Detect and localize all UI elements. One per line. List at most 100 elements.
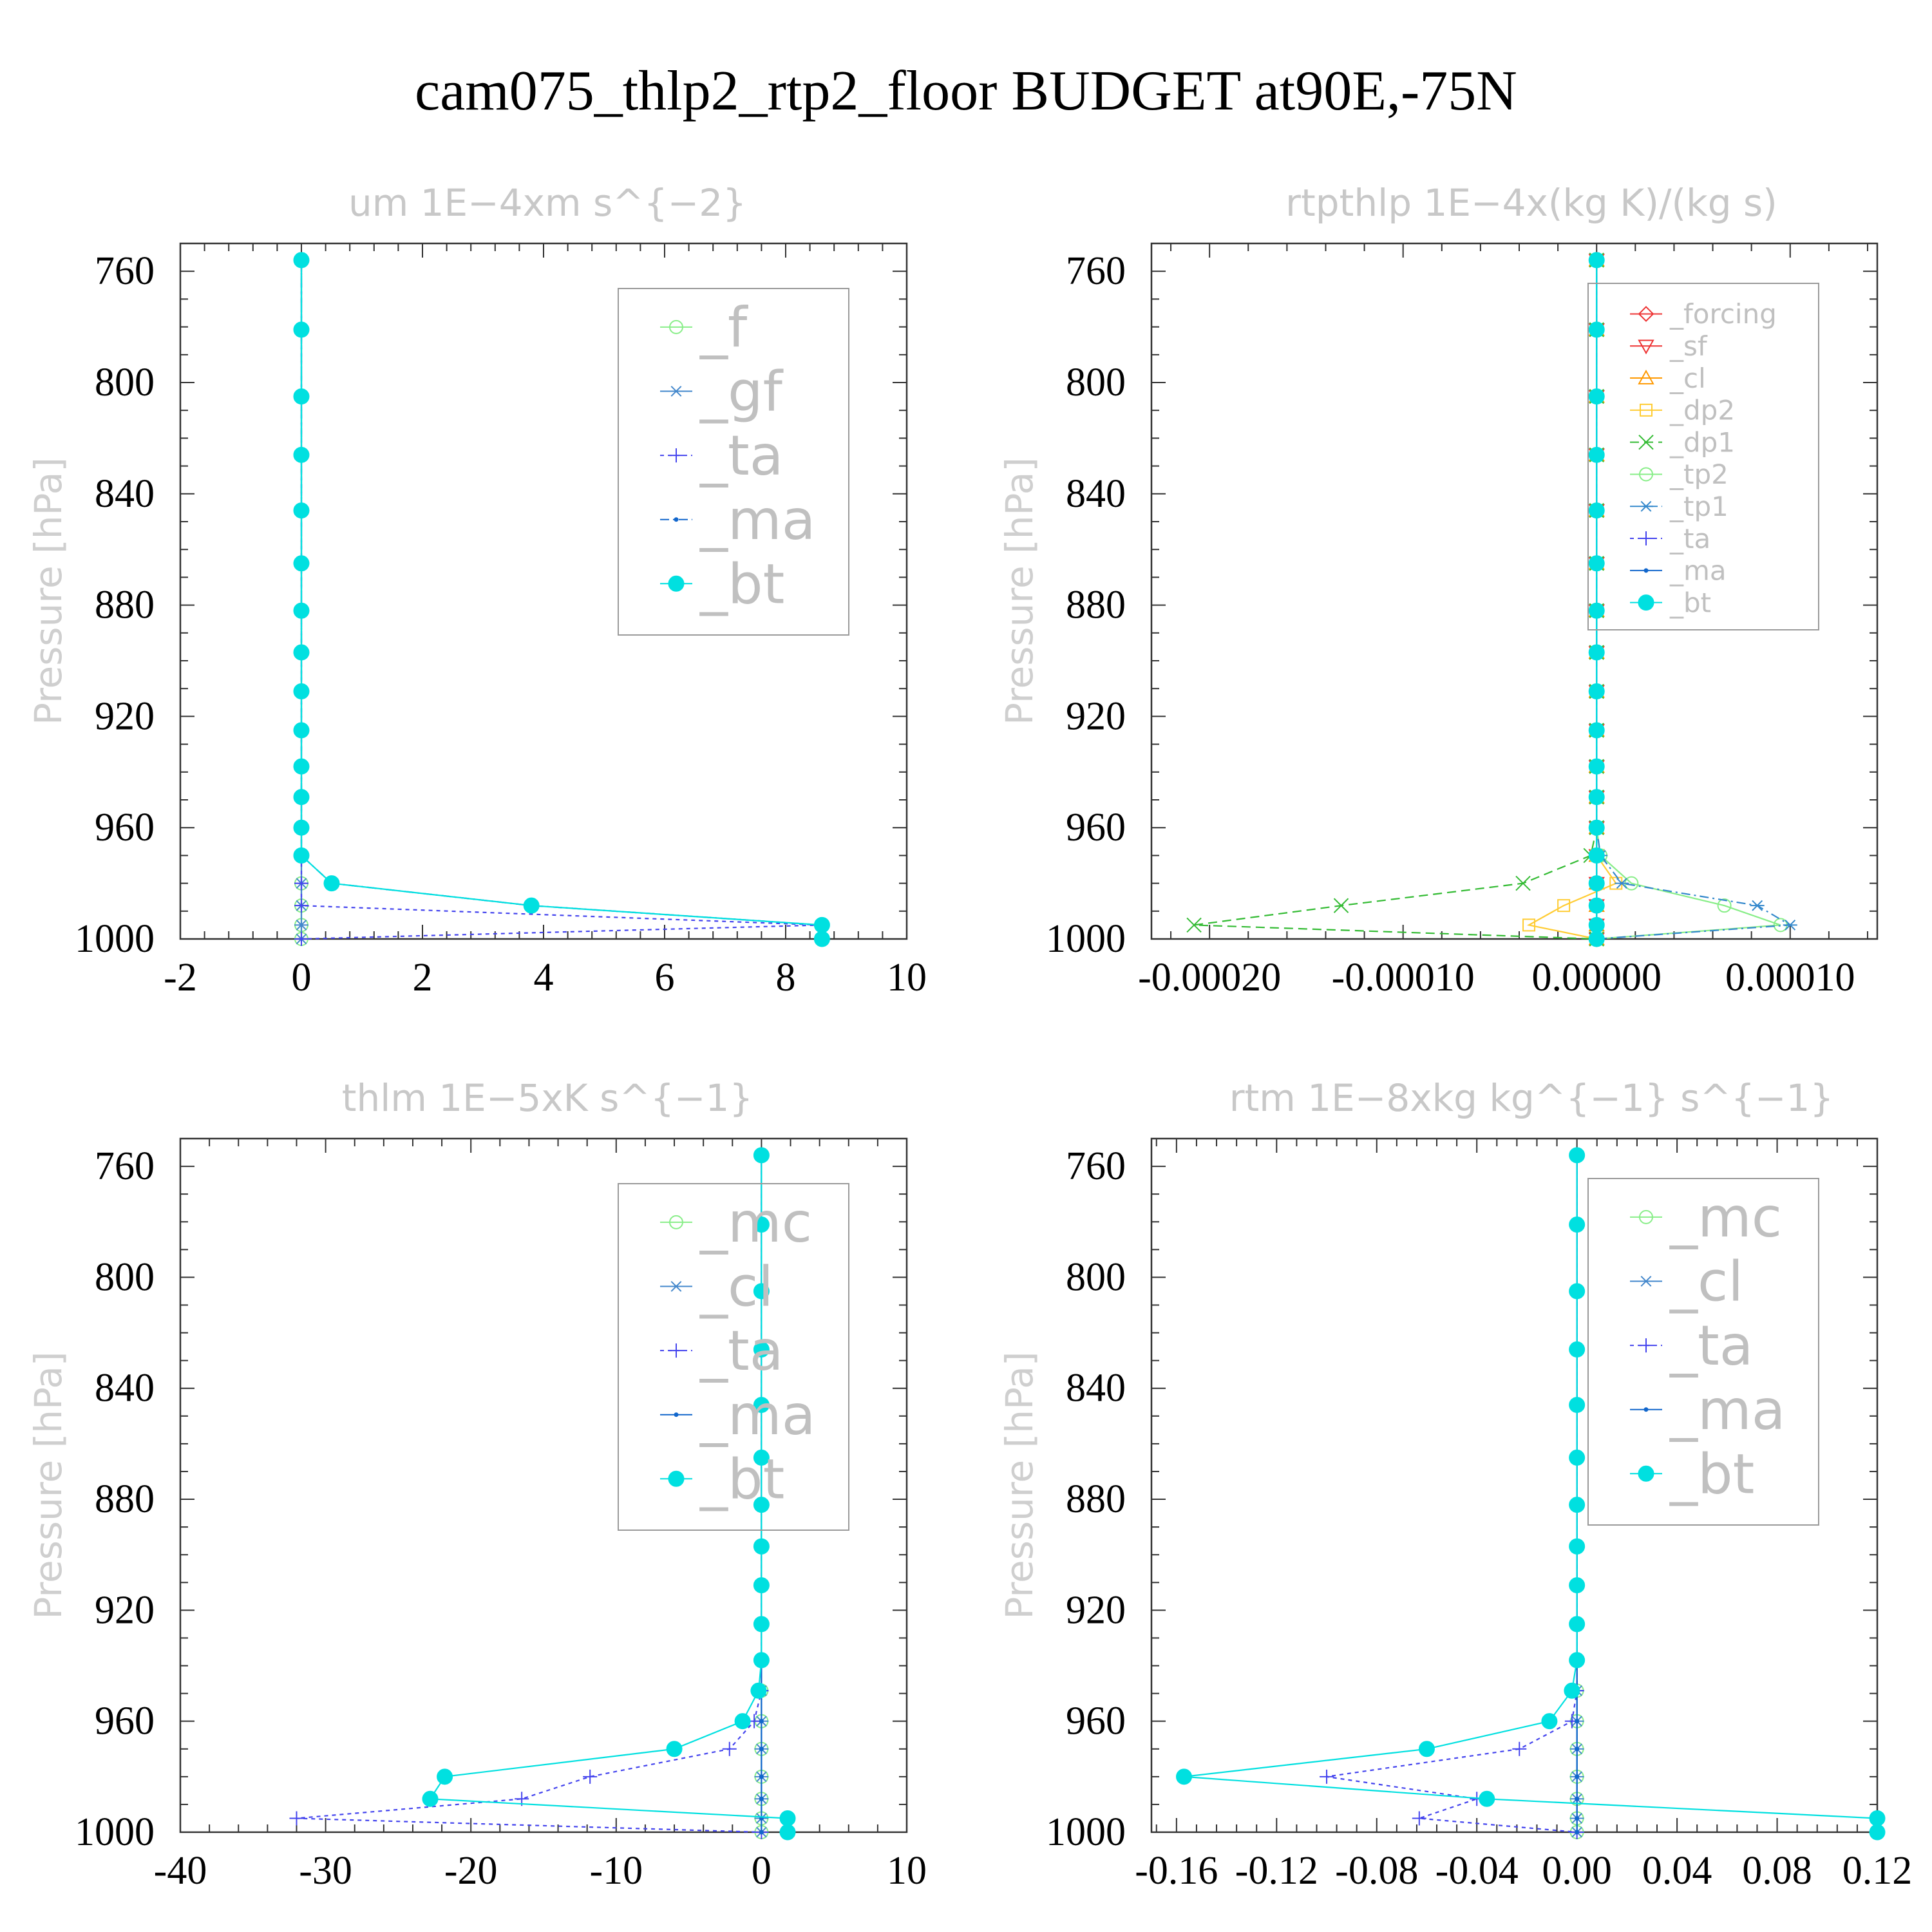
data-point — [1717, 898, 1732, 913]
series-line — [1526, 260, 1617, 940]
data-point — [1588, 602, 1605, 619]
legend-entry-label: _cl — [1669, 1250, 1743, 1314]
data-point — [1588, 897, 1605, 914]
y-tick-label: 880 — [95, 1477, 155, 1521]
y-tick-label: 840 — [1066, 1367, 1126, 1410]
legend-box — [618, 1183, 849, 1531]
data-point — [1588, 644, 1605, 661]
panel-title: thlm 1E−5xK s^{−1} — [342, 1076, 753, 1120]
y-tick-label: 880 — [1066, 1477, 1126, 1521]
legend-entry-label: _cl — [699, 1255, 773, 1320]
data-point — [1869, 1810, 1886, 1826]
y-tick-label: 920 — [95, 694, 155, 738]
x-tick-label: 0 — [292, 956, 312, 999]
y-tick-label: 1000 — [1046, 1810, 1126, 1854]
legend-entry-label: _dp2 — [1669, 395, 1735, 426]
x-tick-label: -0.04 — [1435, 1849, 1519, 1893]
legend-entry-label: _mc — [1669, 1186, 1782, 1250]
legend-entry-label: _ta — [699, 1319, 783, 1383]
data-point — [1569, 1497, 1586, 1513]
data-point — [293, 252, 310, 269]
data-point — [1512, 1741, 1527, 1756]
data-point — [759, 1774, 764, 1779]
data-point — [1575, 1774, 1580, 1779]
plot-frame — [179, 242, 908, 940]
data-point — [1569, 1652, 1586, 1669]
legend-entry-label: _bt — [699, 552, 784, 616]
series-line — [1193, 260, 1598, 940]
x-tick-label: -40 — [154, 1849, 207, 1893]
data-point — [1569, 1449, 1586, 1466]
data-point — [293, 321, 310, 338]
data-point — [583, 1769, 598, 1784]
data-point — [779, 1824, 796, 1841]
legend-box — [1587, 1178, 1819, 1526]
data-point — [734, 1713, 751, 1730]
data-point — [1569, 1538, 1586, 1555]
legend-entry-label: _forcing — [1669, 298, 1777, 330]
data-point — [323, 875, 340, 892]
data-point — [759, 1747, 764, 1752]
legend-entry-label: _tp2 — [1669, 459, 1728, 490]
x-tick-label: 0.08 — [1742, 1849, 1812, 1893]
data-point — [1588, 789, 1605, 806]
legend-entry-label: _dp1 — [1669, 426, 1735, 458]
data-point — [1869, 1824, 1886, 1841]
panel-title: rtpthlp 1E−4x(kg K)/(kg s) — [1285, 181, 1777, 225]
x-tick-label: -0.16 — [1135, 1849, 1218, 1893]
y-axis-title: Pressure [hPa] — [26, 1351, 70, 1619]
data-point — [779, 1810, 796, 1826]
x-tick-label: -0.00010 — [1332, 956, 1475, 999]
y-axis-title: Pressure [hPa] — [998, 457, 1041, 725]
data-point — [1588, 722, 1605, 739]
legend-entry-label: _ma — [699, 1383, 815, 1448]
data-point — [753, 1652, 770, 1669]
data-point — [753, 1397, 770, 1414]
data-point — [813, 916, 830, 933]
legend: _forcing_sf_cl_dp2_dp1_tp2_tp1_ta_ma_bt — [1587, 283, 1819, 630]
chart-panel-2: rtpthlp 1E−4x(kg K)/(kg s) Pressure [hPa]… — [998, 181, 1879, 999]
data-point — [753, 1147, 770, 1164]
legend-marker — [669, 1215, 683, 1229]
data-point — [1588, 819, 1605, 836]
series-bt — [422, 1147, 796, 1841]
data-point — [1588, 683, 1605, 700]
x-tick-label: 0.00000 — [1531, 956, 1662, 999]
x-tick-label: 0.12 — [1842, 1849, 1913, 1893]
data-point — [293, 758, 310, 775]
y-tick-label: 800 — [1066, 1255, 1126, 1299]
data-point — [294, 876, 308, 891]
y-tick-label: 960 — [1066, 806, 1126, 849]
chart-panel-3: thlm 1E−5xK s^{−1} Pressure [hPa] 760 800 84… — [26, 1076, 927, 1893]
data-point — [293, 722, 310, 739]
y-tick-label: 840 — [95, 472, 155, 516]
data-point — [753, 1538, 770, 1555]
data-point — [1515, 875, 1531, 891]
series-line — [296, 1155, 762, 1833]
data-point — [1418, 1741, 1435, 1757]
series-line — [1326, 1155, 1578, 1833]
legend-marker — [1639, 1276, 1653, 1287]
plot-frame — [179, 1137, 908, 1833]
data-point — [1588, 252, 1605, 269]
data-point — [294, 932, 308, 946]
data-point — [1588, 916, 1605, 933]
data-point — [753, 1217, 770, 1233]
data-point — [1588, 847, 1605, 864]
data-point — [293, 502, 310, 519]
data-point — [293, 819, 310, 836]
data-point — [1569, 1283, 1586, 1300]
legend-entry-label: _ta — [1669, 1314, 1753, 1378]
legend: _mc_cl_ta_ma_bt — [1587, 1178, 1819, 1526]
data-point — [759, 1719, 764, 1724]
data-point — [293, 789, 310, 806]
legend-box — [1587, 283, 1819, 630]
legend-marker — [1639, 1338, 1653, 1353]
data-point — [1588, 502, 1605, 519]
panels: um 1E−4xm s^{−2}Pressure [hPa]7608008408… — [26, 181, 1912, 1893]
legend-marker — [669, 319, 683, 334]
data-point — [293, 683, 310, 700]
legend-marker — [669, 386, 683, 397]
data-point — [753, 1449, 770, 1466]
series-line — [1184, 1155, 1879, 1832]
